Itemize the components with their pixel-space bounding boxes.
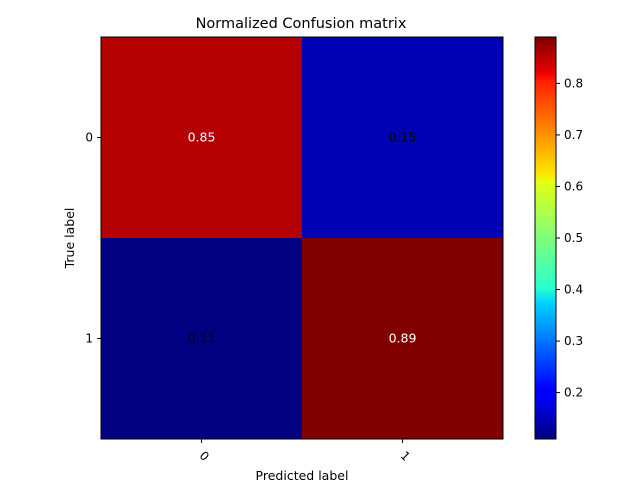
x-tick-label: 1 xyxy=(398,449,413,464)
cell-value-label: 0.15 xyxy=(389,130,417,145)
x-axis-label: Predicted label xyxy=(256,468,349,480)
colorbar-ticks: 0.2 0.3 0.4 0.5 0.6 0.7 0.8 xyxy=(556,76,583,400)
y-axis-ticks: 01 xyxy=(85,131,101,346)
x-tick-label: 0 xyxy=(197,449,212,464)
colorbar-tick-label: 0.8 xyxy=(564,76,583,90)
colorbar-tick-label: 0.6 xyxy=(564,179,583,193)
chart-title: Normalized Confusion matrix xyxy=(196,16,407,32)
y-axis-label: True label xyxy=(62,208,77,270)
heatmap-cell xyxy=(302,238,503,439)
y-tick-label: 0 xyxy=(85,131,93,145)
cell-value-label: 0.89 xyxy=(389,331,417,346)
cell-value-label: 0.85 xyxy=(188,130,216,145)
colorbar-tick-label: 0.5 xyxy=(564,231,583,245)
y-tick-label: 1 xyxy=(85,332,93,346)
colorbar-tick-label: 0.2 xyxy=(564,386,583,400)
heatmap-cell xyxy=(101,37,302,238)
colorbar-tick-label: 0.3 xyxy=(564,334,583,348)
heatmap-cell xyxy=(101,238,302,439)
heatmap-cells: 0.85 0.15 0.11 0.89 xyxy=(101,37,503,439)
colorbar-tick-label: 0.4 xyxy=(564,283,583,297)
plot-frame xyxy=(100,36,504,440)
colorbar-tick-label: 0.7 xyxy=(564,128,583,142)
heatmap-cell xyxy=(302,37,503,238)
cell-value-label: 0.11 xyxy=(188,331,216,346)
colorbar xyxy=(534,36,557,440)
